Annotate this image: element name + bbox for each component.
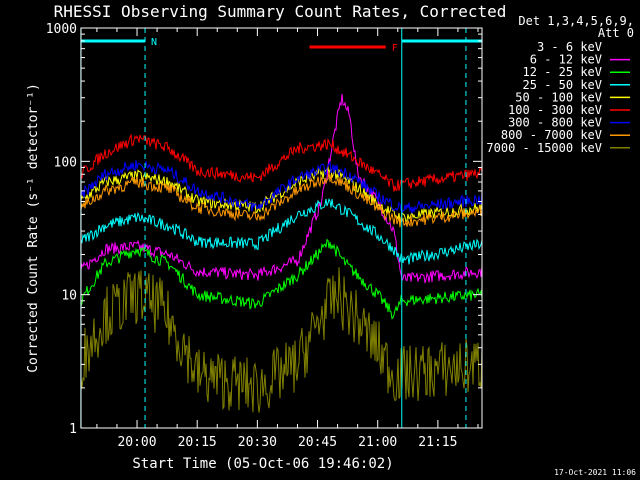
y-tick-label: 1000 bbox=[46, 22, 77, 37]
series-line-6 bbox=[80, 159, 483, 214]
y-tick-label: 10 bbox=[61, 289, 77, 304]
bar-label-N: N bbox=[151, 37, 157, 48]
legend-entry-label: 7000 - 15000 keV bbox=[486, 141, 602, 155]
y-axis-label: Corrected Count Rate (s⁻¹ detector⁻¹) bbox=[26, 83, 41, 373]
series-line-8 bbox=[80, 267, 483, 413]
series-line-1 bbox=[80, 93, 483, 284]
legend-header-line-2: Att 0 bbox=[598, 26, 634, 40]
y-tick-label: 1 bbox=[69, 422, 77, 437]
chart-title: RHESSI Observing Summary Count Rates, Co… bbox=[54, 2, 507, 21]
x-tick-label: 21:15 bbox=[418, 435, 457, 450]
x-axis-ticks: 20:00 20:15 20:30 20:45 21:00 21:15 bbox=[96, 28, 479, 450]
x-tick-label: 20:15 bbox=[178, 435, 217, 450]
series-line-7 bbox=[80, 171, 483, 228]
legend-entry-label: 6 - 12 keV bbox=[530, 53, 602, 67]
x-axis-label: Start Time (05-Oct-06 19:46:02) bbox=[132, 456, 393, 472]
x-tick-label: 20:00 bbox=[117, 435, 156, 450]
series-line-2 bbox=[80, 238, 483, 320]
y-tick-label: 100 bbox=[54, 155, 77, 170]
legend-entry-label: 12 - 25 keV bbox=[523, 65, 602, 79]
series-line-3 bbox=[80, 197, 483, 265]
x-tick-label: 20:45 bbox=[298, 435, 337, 450]
legend-entry-label: 800 - 7000 keV bbox=[501, 128, 602, 142]
y-axis-ticks: 1 10 100 1000 bbox=[46, 22, 482, 437]
attenuator-bars: NF bbox=[80, 37, 482, 54]
legend-entry-label: 100 - 300 keV bbox=[508, 103, 602, 117]
legend-header-line-1: Det 1,3,4,5,6,9, bbox=[518, 14, 634, 28]
plot-frame bbox=[80, 27, 483, 429]
x-tick-label: 21:00 bbox=[358, 435, 397, 450]
series-line-5 bbox=[80, 133, 483, 192]
bar-label-F: F bbox=[392, 43, 398, 54]
legend-entry-label: 3 - 6 keV bbox=[537, 40, 602, 54]
legend-entry-label: 300 - 800 keV bbox=[508, 116, 602, 130]
timestamp: 17-Oct-2021 11:06 bbox=[554, 468, 636, 477]
series-line-4 bbox=[80, 166, 483, 224]
x-tick-label: 20:30 bbox=[238, 435, 277, 450]
legend-entry-label: 50 - 100 keV bbox=[515, 90, 602, 104]
legend-entry-label: 25 - 50 keV bbox=[523, 78, 602, 92]
series-layer bbox=[80, 93, 483, 413]
